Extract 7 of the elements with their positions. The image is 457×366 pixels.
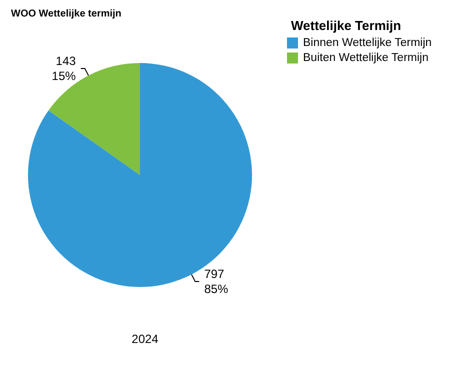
legend-label: Buiten Wettelijke Termijn — [303, 52, 428, 64]
text: 2024 — [132, 332, 159, 346]
legend-title: Wettelijke Termijn — [291, 18, 402, 33]
legend-label: Binnen Wettelijke Termijn — [303, 37, 432, 49]
chart-title: WOO Wettelijke termijn — [11, 8, 122, 20]
data-label: 797 85% — [204, 267, 229, 296]
data-label: 143 15% — [52, 54, 76, 83]
